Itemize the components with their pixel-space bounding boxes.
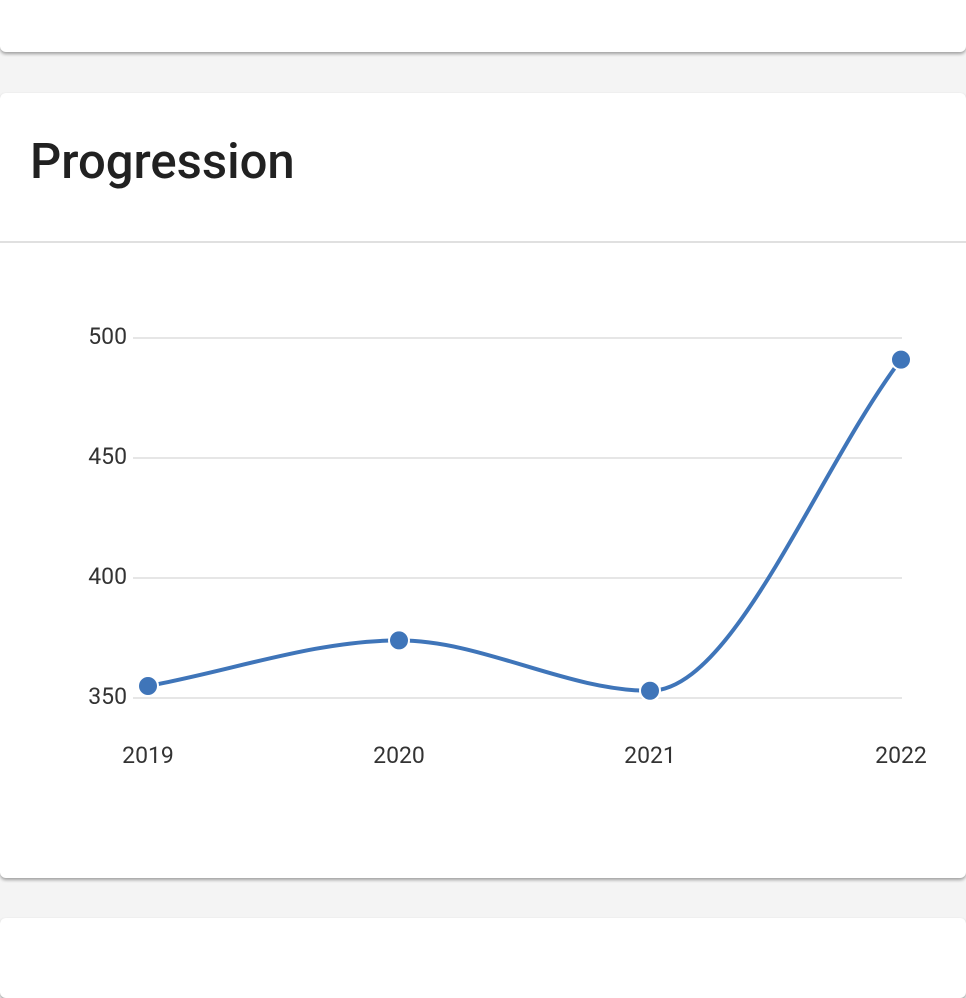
- chart-card: Progression: [0, 93, 966, 878]
- y-tick-label: 400: [88, 563, 127, 590]
- data-point: [388, 629, 410, 652]
- divider: [0, 241, 966, 243]
- x-tick-label: 2022: [875, 742, 927, 769]
- line: [147, 358, 903, 693]
- y-tick-label: 350: [88, 683, 127, 710]
- data-point: [639, 679, 661, 702]
- data-point: [890, 348, 912, 371]
- data-point: [137, 675, 159, 697]
- x-tick-label: 2021: [624, 742, 676, 769]
- card-title: Progression: [30, 133, 295, 190]
- card: [0, 0, 966, 52]
- x-tick-label: 2019: [122, 742, 174, 769]
- y-tick-label: 450: [88, 443, 127, 470]
- chart: 350 400 450 500 2019 2020 2021 2022: [88, 323, 927, 769]
- x-tick-label: 2020: [373, 742, 425, 769]
- y-tick-label: 500: [88, 323, 127, 350]
